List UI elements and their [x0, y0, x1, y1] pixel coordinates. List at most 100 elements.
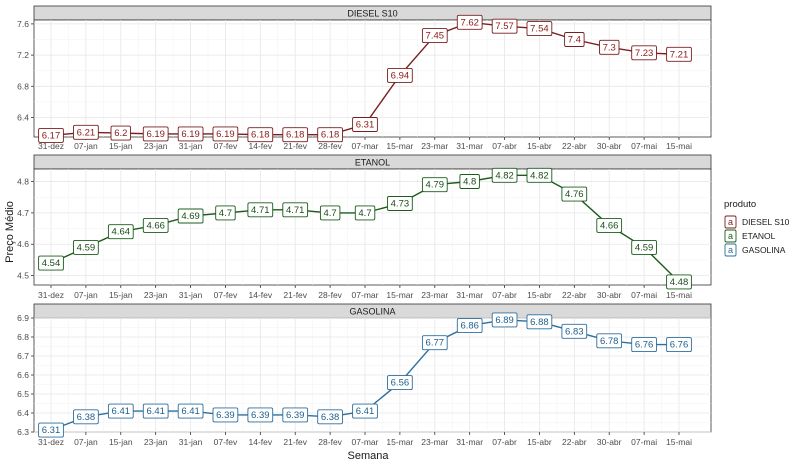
data-label: 7.57	[491, 18, 518, 34]
data-label: 6.21	[73, 124, 99, 140]
data-label-text: 4.7	[323, 208, 336, 219]
data-label-box	[387, 67, 413, 83]
data-label: 6.89	[491, 312, 518, 328]
facet-strip-label: GASOLINA	[349, 307, 395, 317]
data-label-box	[491, 167, 518, 183]
x-tick-label: 15-mar	[386, 141, 413, 151]
data-label-box	[317, 409, 343, 425]
y-tick-label: 6.4	[17, 408, 29, 418]
x-tick-label: 07-jan	[74, 290, 98, 300]
data-label-text: 7.62	[460, 17, 479, 28]
x-tick-label: 23-mar	[421, 437, 448, 447]
data-label: 6.76	[666, 337, 692, 353]
data-label-text: 6.38	[77, 412, 96, 423]
data-label: 4.7	[215, 205, 236, 221]
x-tick-label: 23-mar	[421, 290, 448, 300]
x-tick-label: 28-fev	[318, 437, 342, 447]
data-label: 4.82	[491, 167, 518, 183]
y-tick-label: 6.8	[17, 81, 29, 91]
data-label: 7.62	[456, 14, 483, 30]
data-label-box	[352, 403, 378, 419]
data-label-box	[38, 422, 64, 438]
data-label-text: 6.18	[251, 130, 270, 141]
data-label: 4.73	[387, 196, 413, 211]
panels-layer: DIESEL S10 6.4 6.8 7.2 7.6 31-dez 07-jan 15-jan…	[17, 5, 712, 447]
x-tick-label: 15-jan	[109, 141, 133, 151]
data-label-box	[73, 124, 99, 140]
data-label: 6.2	[110, 125, 131, 141]
data-label-text: 7.3	[603, 42, 616, 53]
data-label-box	[491, 312, 518, 328]
x-tick-label: 22-abr	[562, 141, 587, 151]
data-label-box	[421, 28, 448, 44]
data-label-box	[215, 205, 236, 221]
x-tick-label: 07-mar	[352, 290, 379, 300]
data-label-text: 6.88	[530, 317, 549, 328]
y-tick-label: 4.5	[17, 271, 29, 281]
facet-strip-label: ETANOL	[355, 158, 390, 168]
data-label-box	[561, 323, 588, 339]
data-label-box	[247, 127, 274, 143]
data-label-text: 4.79	[426, 180, 445, 191]
data-label: 4.54	[38, 255, 64, 271]
data-label-box	[526, 21, 553, 37]
legend-key-glyph: a	[728, 245, 733, 255]
data-label-text: 6.19	[146, 129, 165, 140]
data-label: 6.41	[107, 403, 134, 419]
x-tick-label: 14-fev	[249, 437, 273, 447]
x-tick-label: 31-dez	[38, 290, 64, 300]
data-label-text: 6.19	[216, 129, 235, 140]
data-label-text: 4.8	[463, 177, 476, 188]
x-tick-label: 07-abr	[492, 437, 517, 447]
x-tick-label: 07-mai	[631, 437, 657, 447]
x-tick-label: 31-dez	[38, 437, 64, 447]
data-label: 4.7	[319, 205, 341, 221]
data-label-box	[354, 205, 376, 221]
data-label-box	[526, 314, 553, 330]
data-label: 6.77	[421, 335, 448, 351]
legend-title: produto	[724, 199, 756, 210]
data-label-box	[282, 127, 309, 143]
x-tick-label: 28-fev	[318, 290, 342, 300]
x-tick-label: 31-jan	[179, 437, 203, 447]
x-tick-label: 21-fev	[283, 290, 307, 300]
data-label-text: 6.41	[356, 406, 375, 417]
y-tick-label: 6.3	[17, 427, 29, 437]
data-label-text: 7.4	[568, 35, 581, 46]
data-label: 6.78	[596, 333, 623, 349]
data-label: 6.18	[317, 127, 343, 143]
data-label-text: 6.78	[600, 336, 619, 347]
data-label-box	[73, 239, 99, 255]
x-tick-label: 15-mai	[666, 290, 692, 300]
data-label-text: 4.64	[112, 227, 131, 238]
data-label-text: 4.59	[635, 242, 654, 253]
data-label: 7.4	[564, 32, 585, 47]
data-label-text: 4.71	[251, 205, 270, 216]
x-tick-label: 07-jan	[74, 437, 98, 447]
x-tick-label: 07-abr	[492, 141, 517, 151]
data-label-box	[110, 125, 131, 141]
data-label: 4.66	[142, 217, 169, 233]
panel-etanol: ETANOL 4.5 4.6 4.7 4.8 31-dez 07-jan 15-jan 23-j…	[17, 154, 712, 300]
x-tick-label: 15-mar	[386, 437, 413, 447]
x-tick-label: 07-abr	[492, 290, 517, 300]
data-label-text: 6.31	[42, 425, 61, 436]
data-label-box	[596, 217, 623, 233]
data-label-box	[177, 208, 204, 224]
x-tick-label: 30-abr	[597, 290, 622, 300]
data-label-box	[107, 224, 134, 240]
y-tick-label: 4.6	[17, 239, 29, 249]
data-label-box	[631, 239, 657, 255]
data-label-text: 6.76	[670, 340, 689, 351]
x-tick-label: 22-abr	[562, 437, 587, 447]
x-tick-label: 07-fev	[214, 141, 238, 151]
data-label: 6.38	[317, 409, 343, 425]
data-label-box	[564, 32, 585, 47]
legend-key	[724, 215, 737, 229]
legend-entry-diesel-s10: a DIESEL S10	[724, 215, 790, 229]
x-tick-label: 23-jan	[144, 141, 168, 151]
x-tick-label: 15-abr	[527, 437, 552, 447]
y-tick-label: 6.9	[17, 313, 29, 323]
data-label: 6.41	[177, 403, 204, 419]
